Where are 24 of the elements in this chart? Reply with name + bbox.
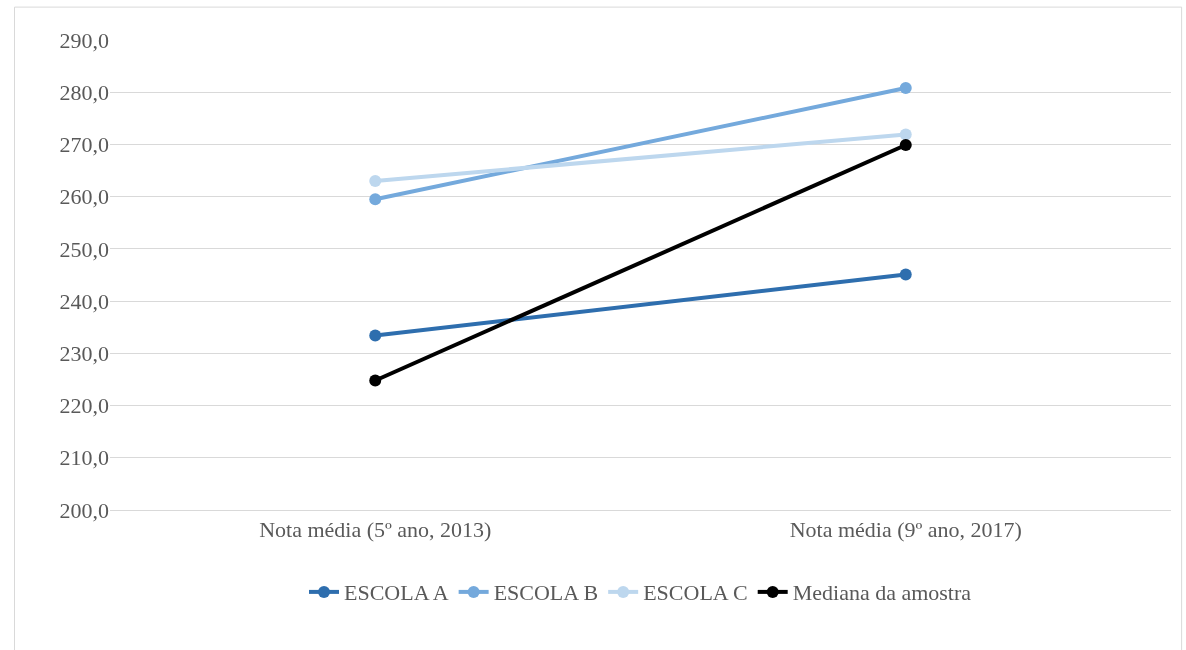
y-tick-label: 250,0 <box>59 236 109 262</box>
y-tick-label: 230,0 <box>59 341 109 367</box>
y-tick-label: 270,0 <box>59 132 109 158</box>
y-tick-label: 210,0 <box>59 445 109 471</box>
point <box>369 374 382 387</box>
point <box>899 82 912 95</box>
y-tick-label: 200,0 <box>59 497 109 523</box>
point <box>899 128 912 141</box>
legend-label: ESCOLA A <box>344 580 449 606</box>
y-tick-label: 290,0 <box>59 27 109 53</box>
legend-label: ESCOLA B <box>493 580 599 606</box>
point <box>369 193 382 206</box>
legend-label: ESCOLA C <box>643 580 748 606</box>
y-tick-label: 260,0 <box>59 184 109 210</box>
y-tick-label: 280,0 <box>59 79 109 105</box>
point <box>899 268 912 281</box>
y-tick-label: 220,0 <box>59 393 109 419</box>
point <box>369 175 382 187</box>
point <box>899 138 912 151</box>
y-tick-label: 240,0 <box>59 288 109 314</box>
point <box>369 329 382 342</box>
x-tick-label: Nota média (9º ano, 2017) <box>789 517 1022 543</box>
legend-label: Mediana da amostra <box>792 580 972 606</box>
x-tick-label: Nota média (5º ano, 2013) <box>259 517 492 543</box>
